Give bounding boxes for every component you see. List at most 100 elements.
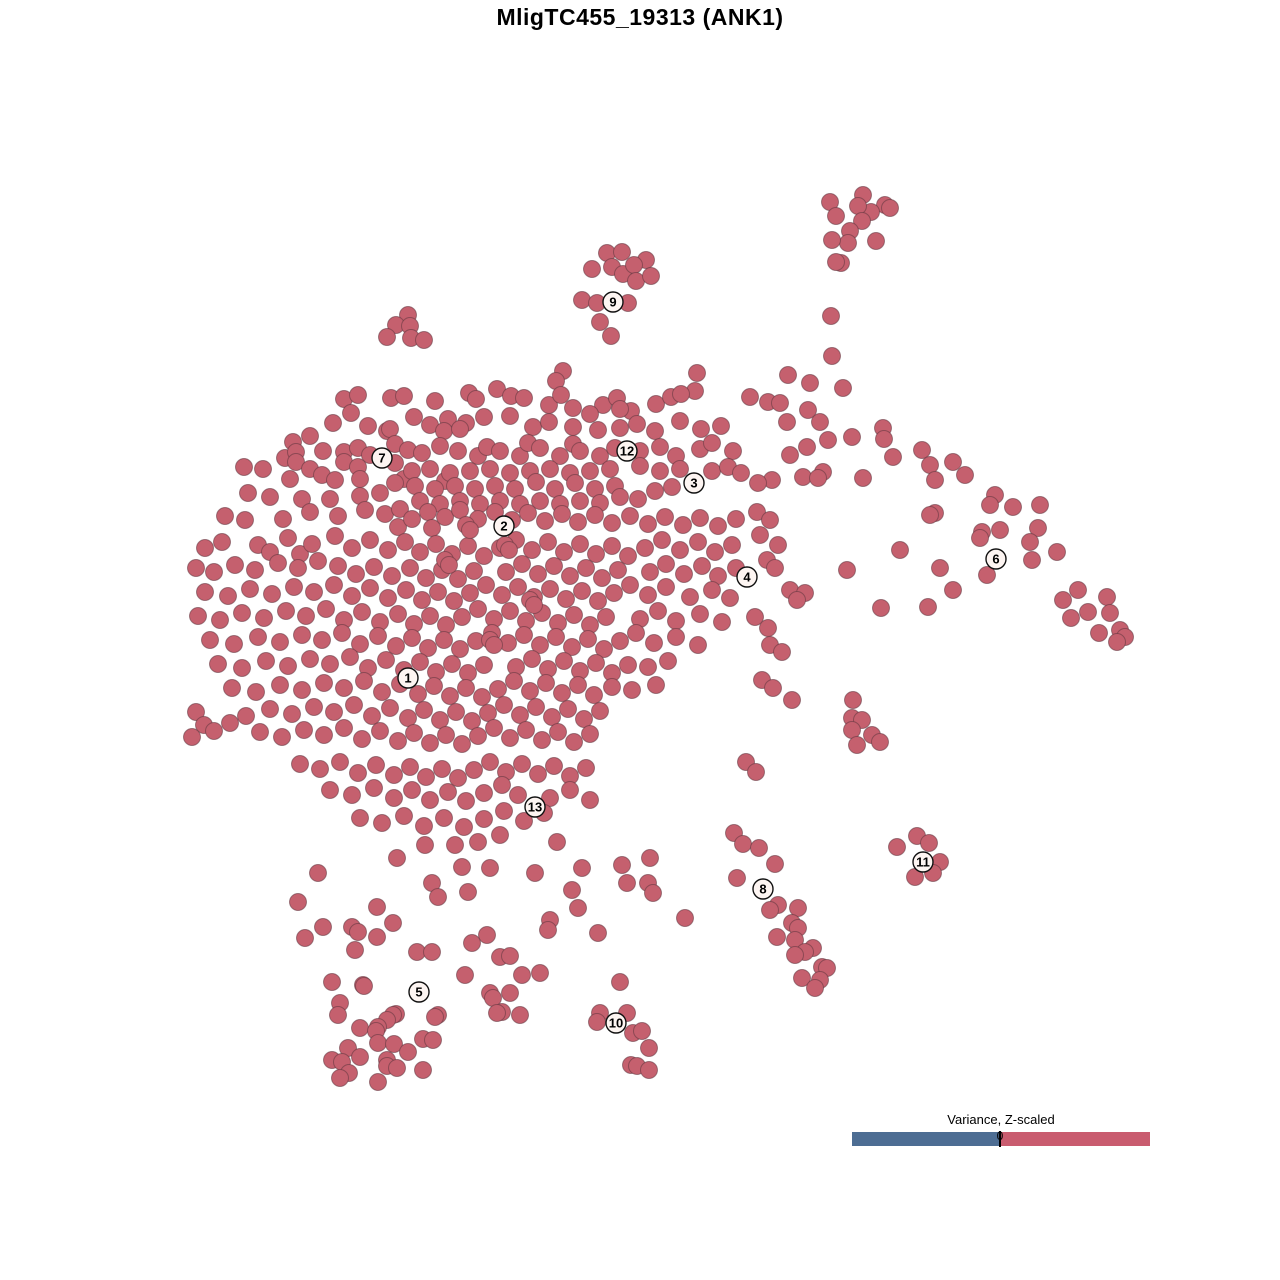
data-point xyxy=(789,899,807,917)
data-point xyxy=(289,559,307,577)
data-point xyxy=(321,655,339,673)
data-point xyxy=(786,946,804,964)
data-point xyxy=(564,418,582,436)
data-point xyxy=(201,631,219,649)
data-point xyxy=(799,401,817,419)
cluster-label-12: 12 xyxy=(616,440,638,462)
data-point xyxy=(651,438,669,456)
data-point xyxy=(646,482,664,500)
data-point xyxy=(205,563,223,581)
data-point xyxy=(388,1059,406,1077)
data-point xyxy=(944,581,962,599)
data-point xyxy=(671,412,689,430)
data-point xyxy=(189,607,207,625)
cluster-label-circle xyxy=(736,566,758,588)
data-point xyxy=(571,535,589,553)
data-point xyxy=(385,1035,403,1053)
data-point xyxy=(913,441,931,459)
data-point xyxy=(501,464,519,482)
data-point xyxy=(396,533,414,551)
data-point xyxy=(269,554,287,572)
data-point xyxy=(621,576,639,594)
data-point xyxy=(413,591,431,609)
data-point xyxy=(956,466,974,484)
data-point xyxy=(819,431,837,449)
data-point xyxy=(585,686,603,704)
data-point xyxy=(435,809,453,827)
data-point xyxy=(213,533,231,551)
data-point xyxy=(424,1031,442,1049)
data-point xyxy=(926,471,944,489)
data-point xyxy=(314,442,332,460)
data-point xyxy=(351,809,369,827)
data-point xyxy=(589,592,607,610)
data-point xyxy=(1098,588,1116,606)
data-point xyxy=(481,460,499,478)
data-point xyxy=(591,313,609,331)
data-point xyxy=(621,507,639,525)
data-point xyxy=(1108,633,1126,651)
data-point xyxy=(431,711,449,729)
data-point xyxy=(653,531,671,549)
data-point xyxy=(565,733,583,751)
data-point xyxy=(921,506,939,524)
data-point xyxy=(346,941,364,959)
cluster-label-text: 10 xyxy=(609,1016,623,1031)
data-point xyxy=(408,943,426,961)
data-point xyxy=(563,881,581,899)
legend-title: Variance, Z-scaled xyxy=(947,1112,1055,1127)
data-point xyxy=(399,1043,417,1061)
data-point xyxy=(571,492,589,510)
data-point xyxy=(429,583,447,601)
data-point xyxy=(233,604,251,622)
data-point xyxy=(233,659,251,677)
data-point xyxy=(457,792,475,810)
data-point xyxy=(649,602,667,620)
data-point xyxy=(237,707,255,725)
data-point xyxy=(609,561,627,579)
data-point xyxy=(527,698,545,716)
cluster-label-5: 5 xyxy=(408,981,430,1003)
colorbar-zero-tick xyxy=(999,1131,1001,1147)
data-point xyxy=(513,555,531,573)
data-point xyxy=(353,730,371,748)
data-point xyxy=(415,817,433,835)
data-point xyxy=(263,585,281,603)
data-point xyxy=(555,652,573,670)
cluster-label-circle xyxy=(616,440,638,462)
data-point xyxy=(426,392,444,410)
data-point xyxy=(183,728,201,746)
data-point xyxy=(349,386,367,404)
data-point xyxy=(728,869,746,887)
data-point xyxy=(627,624,645,642)
data-point xyxy=(403,462,421,480)
data-point xyxy=(501,729,519,747)
data-point xyxy=(674,516,692,534)
data-point xyxy=(981,496,999,514)
data-point xyxy=(531,439,549,457)
data-point xyxy=(367,756,385,774)
data-point xyxy=(426,1008,444,1026)
data-point xyxy=(611,419,629,437)
data-point xyxy=(379,541,397,559)
data-point xyxy=(378,328,396,346)
data-point xyxy=(446,836,464,854)
data-point xyxy=(205,722,223,740)
data-point xyxy=(581,791,599,809)
data-point xyxy=(323,973,341,991)
data-point xyxy=(781,446,799,464)
data-point xyxy=(569,513,587,531)
data-point xyxy=(991,521,1009,539)
data-point xyxy=(639,586,657,604)
data-point xyxy=(588,1013,606,1031)
data-point xyxy=(293,681,311,699)
data-point xyxy=(459,664,477,682)
data-point xyxy=(373,683,391,701)
data-point xyxy=(663,478,681,496)
data-point xyxy=(326,527,344,545)
cluster-label-circle xyxy=(683,472,705,494)
data-point xyxy=(475,784,493,802)
data-point xyxy=(1048,543,1066,561)
data-point xyxy=(569,899,587,917)
